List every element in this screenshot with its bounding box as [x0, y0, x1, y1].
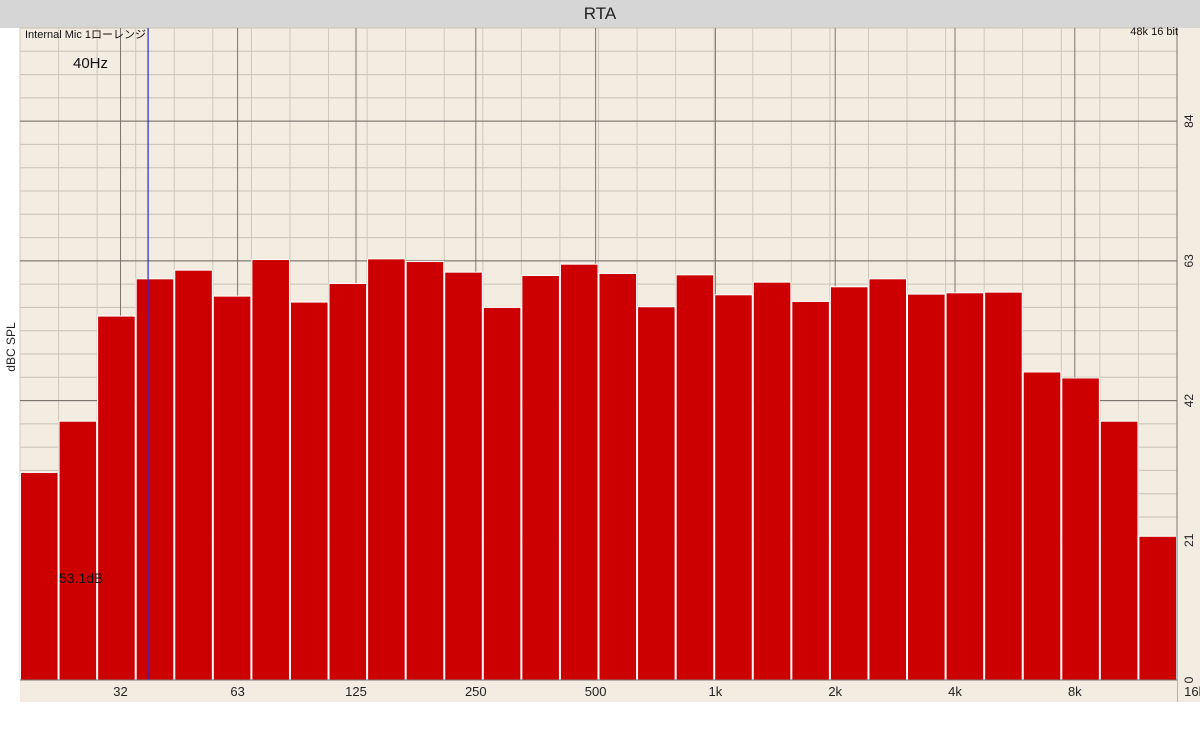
bar [1099, 420, 1139, 681]
bar [289, 301, 329, 681]
bar [1022, 371, 1062, 681]
sample-format-label: 48k 16 bit [1130, 26, 1178, 38]
bar [20, 471, 59, 681]
bar [598, 272, 638, 681]
y-tick-label: 63 [1182, 254, 1196, 268]
bar-series [20, 258, 1178, 681]
bar [752, 281, 792, 681]
cursor-frequency-readout: 40Hz [73, 55, 109, 72]
y-tick-label: 0 [1182, 676, 1196, 683]
x-tick-label: 250 [465, 684, 487, 699]
input-device-label: Internal Mic 1ローレンジ [25, 29, 147, 41]
y-axis-label: dBC SPL [4, 322, 18, 372]
bar [984, 291, 1023, 681]
bar [212, 295, 252, 681]
x-tick-label: 63 [230, 684, 244, 699]
x-tick-label: 32 [113, 684, 127, 699]
y-axis-strip [1177, 28, 1200, 702]
window-title: RTA [583, 4, 617, 23]
cursor-level-readout: 53.1dB [59, 570, 104, 586]
x-tick-label: 4k [948, 684, 962, 699]
x-tick-label: 2k [828, 684, 842, 699]
x-axis-ticks: 32 63 125 250 500 1k 2k 4k 8k 16k [20, 679, 1200, 702]
bar [97, 315, 136, 681]
bar [251, 259, 290, 681]
bar [868, 278, 908, 681]
x-tick-label: 16k [1184, 684, 1200, 699]
bar [637, 306, 676, 681]
x-axis-strip [20, 680, 1177, 702]
bar [1061, 377, 1100, 681]
bar [559, 263, 599, 681]
bar [328, 282, 368, 681]
bar [174, 269, 213, 681]
bar [444, 271, 483, 681]
y-axis-ticks: 0 21 42 63 84 [1176, 28, 1200, 702]
bar [714, 294, 753, 681]
bar [367, 258, 406, 681]
bar [675, 274, 715, 681]
bar [405, 261, 445, 681]
x-tick-label: 8k [1068, 684, 1082, 699]
bar [945, 292, 985, 681]
x-tick-label: 125 [345, 684, 367, 699]
bar [791, 300, 830, 681]
bar [135, 278, 175, 681]
y-tick-label: 84 [1182, 114, 1196, 128]
title-bar: RTA [0, 0, 1200, 28]
bar [58, 420, 98, 681]
bar [482, 306, 522, 681]
y-tick-label: 21 [1182, 533, 1196, 547]
bar [829, 286, 869, 681]
x-tick-label: 1k [709, 684, 723, 699]
y-tick-label: 42 [1182, 394, 1196, 408]
x-tick-label: 500 [585, 684, 607, 699]
bar [1138, 535, 1178, 681]
bar [521, 274, 560, 681]
bar [907, 293, 946, 681]
